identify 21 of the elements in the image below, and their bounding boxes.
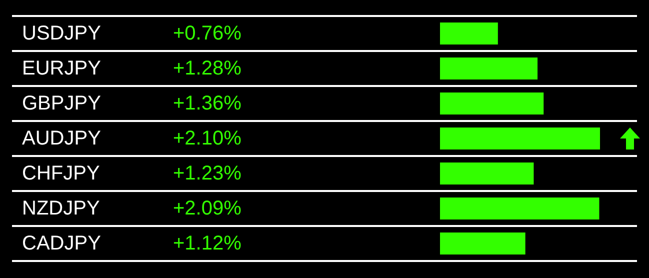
- y-tick-label: GBPJPY: [22, 92, 101, 114]
- y-tick-label: NZDJPY: [22, 198, 100, 220]
- bar: [440, 127, 600, 150]
- bar: [440, 22, 498, 45]
- bar: [440, 232, 526, 255]
- y-tick-label: EURJPY: [22, 58, 101, 80]
- y-tick-label: CHFJPY: [22, 162, 100, 184]
- data-label: +1.36%: [173, 92, 242, 114]
- y-tick-label: AUDJPY: [22, 128, 101, 150]
- bar: [440, 162, 534, 185]
- bar: [440, 57, 538, 80]
- bar: [440, 197, 600, 220]
- data-label: +0.76%: [173, 22, 242, 44]
- data-label: +1.23%: [173, 162, 242, 184]
- data-label: +1.12%: [173, 232, 242, 254]
- data-label: +2.10%: [173, 128, 242, 150]
- y-tick-label: CADJPY: [22, 232, 101, 254]
- data-label: +2.09%: [173, 198, 242, 220]
- y-tick-label: USDJPY: [22, 22, 101, 44]
- data-label: +1.28%: [173, 58, 242, 80]
- bar: [440, 92, 544, 115]
